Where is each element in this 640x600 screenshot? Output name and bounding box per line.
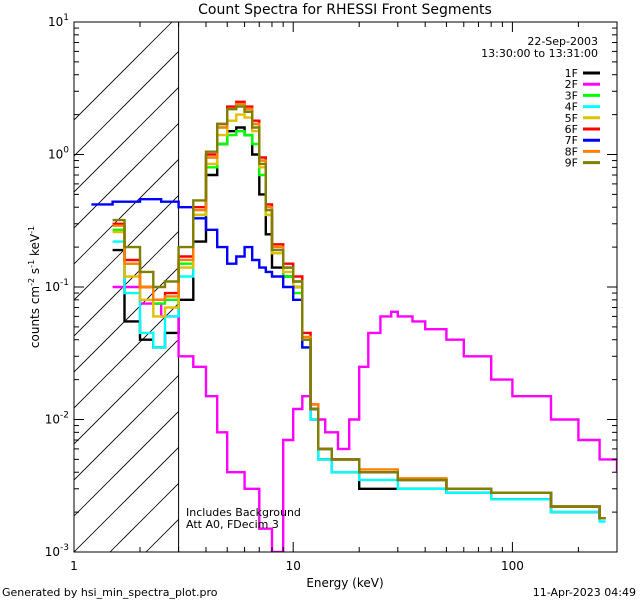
legend-label-8F: 8F [565, 145, 578, 158]
y-axis-label-base: counts cm [28, 286, 42, 348]
legend-label-5F: 5F [565, 112, 578, 125]
series-line-8F [112, 102, 606, 520]
hatch-line [74, 410, 179, 517]
x-axis-label: Energy (keV) [306, 576, 383, 590]
legend-label-2F: 2F [565, 78, 578, 91]
hatch-line [74, 22, 173, 121]
x-tick-label: 1 [70, 559, 78, 573]
hatch-line [74, 86, 179, 193]
x-tick-label: 100 [501, 559, 524, 573]
footer-generated-by: Generated by hsi_min_spectra_plot.pro [2, 586, 218, 599]
legend-label-3F: 3F [565, 89, 578, 102]
hatch-line [542, 22, 640, 552]
y-axis-label-exp2: -1 [27, 260, 36, 268]
annotation-background: Includes Background [186, 506, 301, 519]
legend-label-4F: 4F [565, 101, 578, 114]
y-axis-label-exp3: -1 [27, 226, 36, 234]
y-axis-label-unit: keV [28, 233, 42, 260]
y-axis-label-mid: s [28, 268, 42, 278]
hatch-line [254, 22, 640, 552]
footer-timestamp: 11-Apr-2023 04:49 [533, 586, 636, 599]
hatched-excluded-region [74, 22, 640, 552]
legend-label-6F: 6F [565, 123, 578, 136]
hatch-line [362, 22, 640, 552]
series-layer [91, 100, 617, 552]
legend-label-1F: 1F [565, 67, 578, 80]
series-line-5F [112, 113, 606, 520]
legend-label-9F: 9F [565, 157, 578, 170]
chart-title: Count Spectra for RHESSI Front Segments [198, 2, 492, 18]
series-line-6F [112, 100, 606, 520]
date-label: 22-Sep-2003 [527, 35, 598, 48]
y-axis-label: counts cm-2 s-1 keV-1 [27, 226, 42, 348]
hatch-line [398, 22, 640, 552]
y-tick-label: 101 [48, 13, 69, 29]
x-tick-label: 10 [286, 559, 301, 573]
y-axis-label-exp1: -2 [27, 278, 36, 286]
series-line-7F [91, 198, 606, 520]
hatch-line [74, 50, 179, 157]
annotation-attenuator: Att A0, FDecim 3 [186, 518, 279, 531]
hatch-line [74, 194, 179, 301]
hatch-line [74, 374, 179, 481]
y-tick-label: 10-1 [45, 278, 69, 294]
axis-ticks: 1 10 100 10-3 10-2 10-1 100 101 [45, 13, 618, 573]
time-range-label: 13:30:00 to 13:31:00 [481, 47, 598, 60]
legend-label-7F: 7F [565, 134, 578, 147]
series-line-2F [112, 285, 617, 552]
series-line-9F [112, 105, 606, 520]
y-tick-label: 10-2 [45, 411, 69, 427]
hatch-line [74, 446, 179, 552]
y-tick-label: 10-3 [45, 543, 69, 559]
y-tick-label: 100 [48, 146, 69, 162]
